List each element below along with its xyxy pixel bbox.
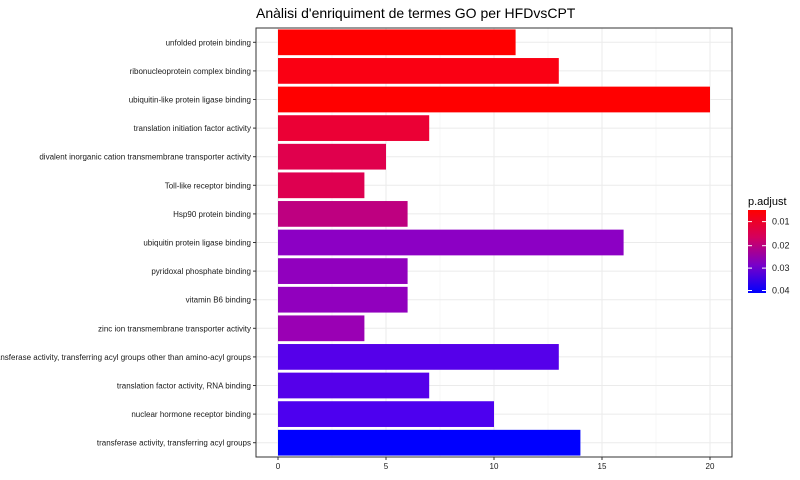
x-tick-label: 15 — [598, 462, 607, 471]
category-label: pyridoxal phosphate binding — [151, 267, 251, 276]
bar — [278, 29, 516, 56]
category-label: ubiquitin protein ligase binding — [143, 239, 251, 248]
category-label: unfolded protein binding — [166, 38, 251, 47]
legend-ticks: 0.01 0.02 0.03 0.04 — [748, 217, 790, 296]
category-label: ribonucleoprotein complex binding — [130, 67, 251, 76]
bar — [278, 315, 365, 342]
bar — [278, 286, 408, 313]
legend-tick-label: 0.01 — [772, 217, 790, 227]
legend-tick-label: 0.02 — [772, 241, 790, 251]
legend-tick-label: 0.04 — [772, 286, 790, 296]
category-label: Hsp90 protein binding — [173, 210, 251, 219]
bar — [278, 172, 365, 199]
legend-tick-label: 0.03 — [772, 263, 790, 273]
category-label: nuclear hormone receptor binding — [131, 410, 251, 419]
category-label: transferase activity, transferring acyl … — [97, 439, 251, 448]
x-tick-label: 0 — [276, 462, 281, 471]
x-tick-label: 5 — [384, 462, 389, 471]
category-label: vitamin B6 binding — [186, 296, 251, 305]
plot-border — [255, 27, 733, 458]
category-label: Toll-like receptor binding — [165, 181, 251, 190]
bar — [278, 372, 430, 399]
bar — [278, 201, 408, 227]
category-label: translation initiation factor activity — [134, 124, 251, 133]
x-tick-label: 10 — [490, 462, 499, 471]
bar — [278, 86, 710, 113]
bar — [278, 229, 624, 256]
bar — [278, 344, 559, 370]
x-tick-label: 20 — [706, 462, 715, 471]
bar — [278, 401, 494, 427]
bar — [278, 58, 559, 84]
category-label: translation factor activity, RNA binding — [117, 382, 251, 391]
bar — [278, 115, 430, 141]
legend-color-bar — [748, 210, 766, 293]
category-label: transferase activity, transferring acyl … — [0, 353, 251, 362]
category-label: ubiquitin-like protein ligase binding — [129, 96, 251, 105]
category-label: zinc ion transmembrane transporter activ… — [98, 324, 251, 333]
color-legend: p.adjust 0.01 0.02 0.03 0.04 — [748, 196, 790, 296]
bar — [278, 258, 408, 284]
legend-title: p.adjust — [748, 196, 787, 208]
chart-title: Anàlisi d'enriquiment de termes GO per H… — [256, 5, 576, 21]
bar — [278, 143, 386, 170]
category-label: divalent inorganic cation transmembrane … — [39, 153, 251, 162]
bar — [278, 429, 581, 456]
plot-area: 0 5 10 15 20 unfolded protein binding ribonucl… — [0, 27, 733, 471]
